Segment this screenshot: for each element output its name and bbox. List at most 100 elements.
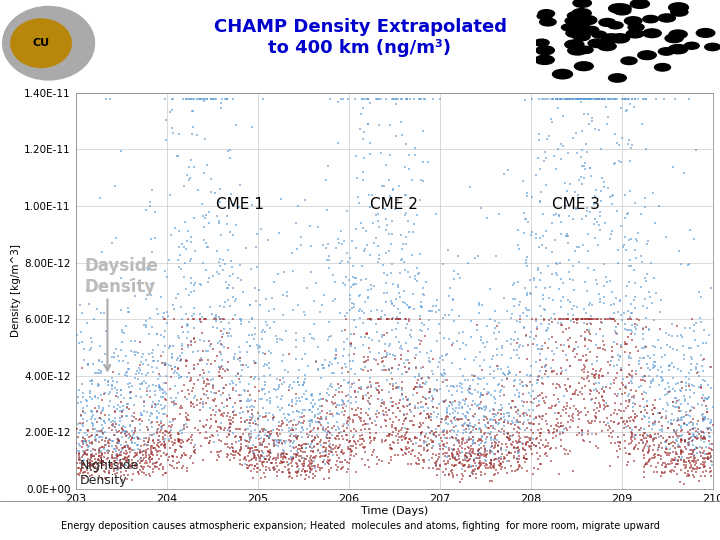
Point xyxy=(439,434,451,442)
Point xyxy=(115,346,127,355)
Point xyxy=(401,402,413,410)
Point xyxy=(180,94,192,103)
Point xyxy=(429,384,441,393)
Point xyxy=(554,315,566,323)
Point xyxy=(626,430,638,438)
Point xyxy=(580,165,591,173)
Point xyxy=(153,443,165,452)
Point xyxy=(615,310,626,319)
Point xyxy=(337,458,348,467)
Point xyxy=(76,467,87,475)
Point xyxy=(410,382,421,391)
Point xyxy=(577,431,588,440)
Point xyxy=(547,94,559,103)
Point xyxy=(161,411,172,420)
Point xyxy=(115,472,127,481)
Point xyxy=(439,376,451,384)
Point xyxy=(574,94,585,103)
Point xyxy=(513,465,524,474)
Point xyxy=(294,397,305,406)
Point xyxy=(465,451,477,460)
Point xyxy=(513,301,525,309)
Point xyxy=(90,404,102,413)
Point xyxy=(140,446,152,455)
Point xyxy=(153,400,164,408)
Point xyxy=(411,379,423,387)
Point xyxy=(359,245,371,253)
Point xyxy=(172,363,184,372)
Point xyxy=(364,315,376,323)
Point xyxy=(378,352,390,361)
Point xyxy=(136,379,148,387)
Point xyxy=(417,402,428,411)
Point xyxy=(621,418,633,427)
Point xyxy=(385,297,397,306)
Point xyxy=(602,418,613,427)
Point xyxy=(296,424,307,433)
Point xyxy=(627,403,639,412)
Point xyxy=(462,402,474,410)
Point xyxy=(213,447,225,456)
Point xyxy=(312,409,323,418)
Point xyxy=(359,443,371,452)
Point xyxy=(256,451,267,460)
Point xyxy=(402,268,414,276)
Point xyxy=(172,364,184,373)
Point xyxy=(571,350,582,359)
Point xyxy=(660,390,671,399)
Point xyxy=(112,438,124,447)
Point xyxy=(661,436,672,444)
Point xyxy=(91,417,103,426)
Point xyxy=(551,94,562,103)
Point xyxy=(642,237,654,246)
Point xyxy=(642,447,654,456)
Circle shape xyxy=(602,34,621,43)
Point xyxy=(506,432,518,441)
Point xyxy=(126,464,138,472)
Point xyxy=(457,428,469,437)
Point xyxy=(494,454,505,463)
Point xyxy=(307,448,318,457)
Point xyxy=(590,341,602,350)
Point xyxy=(159,430,171,439)
Point xyxy=(379,347,391,355)
Point xyxy=(562,315,573,323)
Point xyxy=(217,94,228,103)
Point xyxy=(386,421,397,430)
Point xyxy=(585,337,596,346)
Point xyxy=(670,459,681,468)
Point xyxy=(582,94,594,103)
Point xyxy=(523,418,535,427)
Point xyxy=(312,446,323,454)
Point xyxy=(463,435,474,443)
Point xyxy=(586,416,598,425)
Point xyxy=(381,315,392,323)
Point xyxy=(376,307,387,315)
Point xyxy=(421,349,433,357)
Point xyxy=(378,268,390,277)
Point xyxy=(479,461,490,470)
Point xyxy=(344,414,356,423)
Point xyxy=(460,411,472,420)
Point xyxy=(94,449,105,457)
Point xyxy=(580,211,592,220)
Point xyxy=(446,426,458,434)
Point xyxy=(297,426,308,434)
Point xyxy=(256,385,268,394)
Point xyxy=(227,447,238,455)
Point xyxy=(487,415,499,424)
Point xyxy=(474,462,485,470)
Point xyxy=(609,406,621,415)
Point xyxy=(330,399,341,407)
Point xyxy=(438,369,450,377)
Point xyxy=(657,422,668,430)
Point xyxy=(73,385,84,394)
Point xyxy=(102,455,113,463)
Circle shape xyxy=(536,46,554,55)
Point xyxy=(689,461,701,470)
Point xyxy=(336,464,348,472)
Point xyxy=(112,452,123,461)
Point xyxy=(606,230,617,238)
Point xyxy=(96,433,108,441)
Point xyxy=(582,372,593,380)
